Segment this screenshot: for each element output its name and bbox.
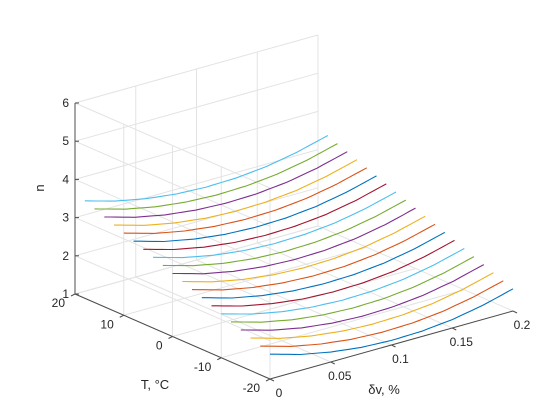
series-line	[250, 272, 494, 339]
x-tick-mark	[269, 378, 275, 382]
series-line	[270, 288, 514, 356]
y-tick-mark	[265, 378, 271, 382]
grid-line	[74, 187, 319, 257]
grid-line	[74, 255, 271, 342]
series-line	[182, 215, 426, 283]
grid-line	[74, 178, 271, 265]
series-line	[172, 207, 416, 275]
series-line	[152, 191, 397, 259]
grid-line	[74, 110, 319, 180]
series-line	[94, 143, 338, 210]
x-tick-mark	[452, 327, 457, 331]
y-tick-label: 0	[156, 339, 163, 353]
z-tick-label: 2	[62, 249, 69, 263]
y-tick-mark	[119, 314, 124, 318]
z-tick-label: 5	[62, 134, 69, 148]
series-line	[221, 248, 465, 315]
y-tick-mark	[217, 357, 222, 361]
tick-labels: 0 0.05 0.1 0.15 0.2 -20 -10 0 10 201 2 3 4 5 6	[52, 96, 531, 400]
series-line	[162, 199, 407, 267]
x-tick-mark	[391, 344, 396, 348]
z-tick-label: 4	[62, 172, 69, 186]
y-tick-label: 20	[52, 296, 66, 310]
axes-box	[70, 102, 518, 382]
series-line	[133, 175, 377, 243]
x-tick-label: 0.2	[514, 318, 531, 332]
series-line	[84, 135, 329, 202]
x-tick-mark	[330, 361, 335, 365]
series-line	[231, 256, 475, 323]
series-line	[201, 231, 446, 299]
y-tick-mark	[70, 293, 76, 297]
y-tick-label: -20	[243, 381, 261, 395]
z-axis-label: n	[32, 184, 47, 191]
grid-line	[74, 72, 319, 142]
grid	[74, 34, 514, 380]
grid-line	[74, 140, 271, 227]
z-tick-label: 1	[62, 287, 69, 301]
series-line	[123, 167, 368, 234]
y-tick-label: -10	[194, 360, 212, 374]
series-line	[260, 280, 504, 347]
x-tick-mark	[512, 310, 518, 314]
series-line	[143, 183, 387, 251]
series-line	[104, 151, 348, 218]
y-axis-label: T, °C	[141, 377, 169, 392]
grid-line	[74, 102, 271, 189]
z-tick-label: 6	[62, 96, 69, 110]
x-tick-label: 0.05	[328, 369, 352, 383]
y-tick-mark	[168, 336, 173, 339]
series-line	[211, 239, 455, 307]
grid-line	[172, 268, 416, 337]
x-axis-label: δv, %	[368, 382, 400, 397]
series-line	[191, 223, 436, 291]
grid-line	[123, 246, 367, 316]
x-tick-label: 0.15	[450, 335, 474, 349]
series-line	[240, 264, 485, 331]
y-tick-label: 10	[100, 317, 114, 331]
x-tick-label: 0.1	[392, 352, 409, 366]
series-group	[84, 135, 514, 356]
series-line	[114, 159, 358, 226]
grid-line	[74, 225, 319, 295]
grid-line	[74, 34, 319, 104]
x-tick-label: 0	[276, 386, 283, 400]
z-tick-label: 3	[62, 211, 69, 225]
